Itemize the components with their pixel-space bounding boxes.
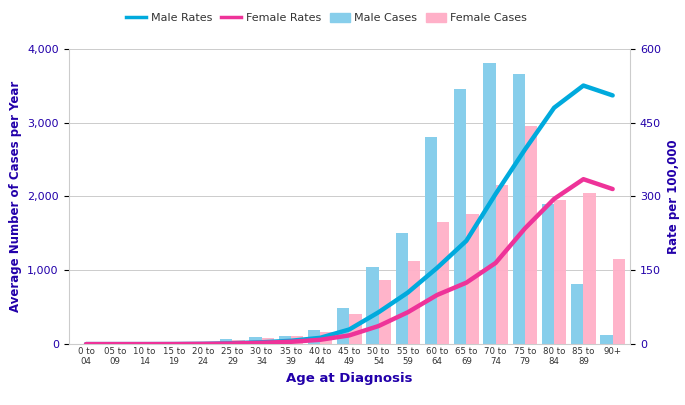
Female Rates	[82, 342, 90, 347]
Male Rates	[199, 341, 207, 346]
Bar	[484, 64, 496, 344]
Bar	[291, 337, 303, 344]
Male Rates	[375, 310, 383, 315]
Male Rates	[345, 327, 353, 332]
Male Rates	[140, 342, 149, 347]
Bar	[425, 137, 437, 344]
Bar	[584, 193, 596, 344]
Bar	[162, 343, 174, 344]
Bar	[437, 222, 449, 344]
Y-axis label: Average Number of Cases per Year: Average Number of Cases per Year	[9, 81, 22, 312]
Bar	[512, 75, 525, 344]
Male Rates	[82, 342, 90, 347]
Bar	[408, 262, 420, 344]
Bar	[612, 259, 625, 344]
Bar	[279, 336, 291, 344]
Female Rates	[345, 333, 353, 338]
Male Rates	[258, 340, 266, 345]
Bar	[554, 200, 566, 344]
Male Rates	[521, 147, 529, 152]
Female Rates	[403, 310, 412, 315]
Bar	[220, 339, 232, 344]
Bar	[571, 284, 584, 344]
Bar	[600, 335, 612, 344]
Bar	[262, 338, 274, 344]
Female Rates	[258, 340, 266, 345]
Female Rates	[170, 342, 178, 347]
Bar	[379, 280, 391, 344]
Female Rates	[492, 260, 500, 265]
Female Rates	[608, 187, 616, 192]
Female Rates	[580, 177, 588, 181]
Bar	[366, 267, 379, 344]
Male Rates	[580, 83, 588, 88]
Legend: Male Rates, Female Rates, Male Cases, Female Cases: Male Rates, Female Rates, Male Cases, Fe…	[127, 13, 527, 23]
Female Rates	[521, 226, 529, 231]
Female Rates	[287, 339, 295, 344]
Female Rates	[375, 324, 383, 328]
Female Rates	[550, 196, 558, 201]
Female Rates	[199, 341, 207, 346]
X-axis label: Age at Diagnosis: Age at Diagnosis	[286, 372, 412, 385]
Bar	[395, 233, 408, 344]
Line: Male Rates: Male Rates	[86, 85, 612, 344]
Bar	[349, 314, 362, 344]
Bar	[174, 343, 186, 344]
Male Rates	[608, 93, 616, 98]
Female Rates	[140, 342, 149, 347]
Male Rates	[228, 341, 236, 346]
Male Rates	[433, 265, 441, 270]
Bar	[203, 343, 215, 344]
Male Rates	[492, 192, 500, 196]
Male Rates	[462, 238, 471, 243]
Bar	[454, 89, 466, 344]
Bar	[466, 214, 479, 344]
Bar	[249, 337, 262, 344]
Female Rates	[111, 342, 119, 347]
Male Rates	[550, 105, 558, 110]
Male Rates	[316, 335, 324, 340]
Female Rates	[462, 280, 471, 285]
Male Rates	[170, 342, 178, 347]
Line: Female Rates: Female Rates	[86, 179, 612, 344]
Female Rates	[433, 292, 441, 297]
Bar	[542, 204, 554, 344]
Bar	[191, 343, 203, 344]
Bar	[320, 332, 332, 344]
Female Rates	[228, 341, 236, 346]
Y-axis label: Rate per 100,000: Rate per 100,000	[667, 139, 680, 254]
Bar	[232, 340, 245, 344]
Female Rates	[316, 337, 324, 342]
Bar	[525, 126, 537, 344]
Male Rates	[287, 338, 295, 343]
Bar	[337, 308, 349, 344]
Male Rates	[111, 342, 119, 347]
Bar	[496, 185, 508, 344]
Bar	[308, 330, 320, 344]
Male Rates	[403, 290, 412, 295]
